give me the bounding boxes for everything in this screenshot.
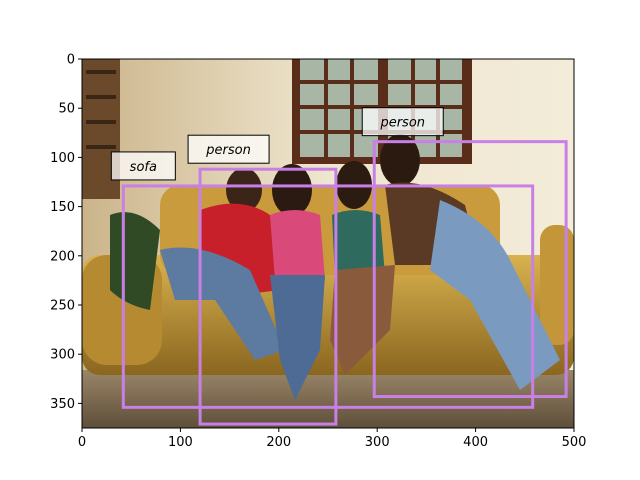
- x-tick-label: 0: [78, 435, 86, 450]
- x-axis-ticks: 0 100 200 300 400 500: [78, 428, 587, 450]
- label-box: [187, 134, 270, 164]
- y-tick-label: 350: [50, 397, 75, 412]
- x-tick-label: 100: [168, 435, 193, 450]
- label-box: [361, 107, 444, 137]
- y-tick-label: 150: [50, 200, 75, 215]
- bounding-box-person: [198, 167, 338, 426]
- bounding-box-person: [372, 140, 568, 399]
- bounding-box-sofa: [121, 184, 535, 409]
- detection-label: sofa: [130, 160, 157, 175]
- y-tick-label: 50: [58, 102, 75, 117]
- label-box: [110, 151, 176, 181]
- y-tick-label: 0: [67, 53, 75, 68]
- detection-label: person: [205, 143, 251, 158]
- detection-label: person: [379, 116, 425, 131]
- y-tick-label: 100: [50, 151, 75, 166]
- detection-boxes: sofa person person: [110, 107, 568, 426]
- y-tick-label: 300: [50, 348, 75, 363]
- people: [160, 134, 560, 400]
- x-tick-label: 200: [266, 435, 291, 450]
- x-tick-label: 500: [562, 435, 587, 450]
- y-tick-label: 200: [50, 249, 75, 264]
- x-tick-label: 400: [463, 435, 488, 450]
- y-axis-ticks: 0 50 100 150 200 250 300 350: [50, 53, 82, 412]
- y-tick-label: 250: [50, 299, 75, 314]
- axes-frame: [81, 58, 575, 429]
- photo: [82, 59, 574, 428]
- x-tick-label: 300: [365, 435, 390, 450]
